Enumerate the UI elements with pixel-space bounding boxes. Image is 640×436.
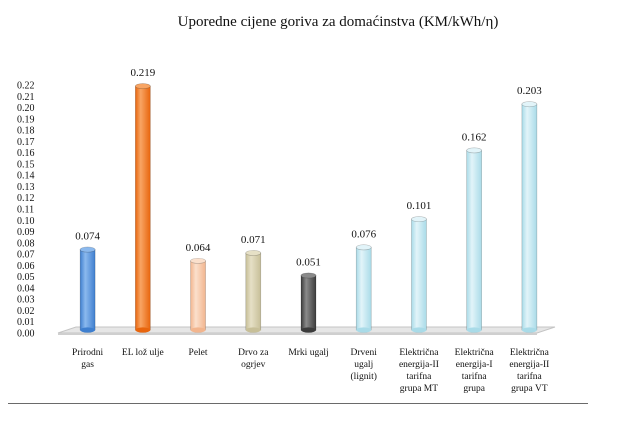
y-tick-label: 0.07 xyxy=(17,250,35,261)
bar xyxy=(355,244,372,333)
y-tick-label: 0.18 xyxy=(17,126,35,137)
bar-body xyxy=(135,85,151,331)
category-label: Prirodni gas xyxy=(72,348,104,370)
y-tick-label: 0.16 xyxy=(17,148,35,159)
y-tick-label: 0.06 xyxy=(17,261,35,272)
bottom-divider xyxy=(8,403,588,404)
category-label: Električna energija-II tarifna grupa MT xyxy=(399,348,439,394)
data-label: 0.064 xyxy=(186,242,211,254)
category-label: Električna energija-II tarifna grupa VT xyxy=(509,348,549,394)
y-tick-label: 0.02 xyxy=(17,306,35,317)
y-tick-label: 0.21 xyxy=(17,92,35,103)
bar xyxy=(466,147,482,333)
bar-base xyxy=(135,327,151,333)
data-label: 0.071 xyxy=(241,234,266,246)
bar xyxy=(521,101,538,333)
bar-cap xyxy=(521,101,538,108)
data-label: 0.101 xyxy=(407,200,432,212)
bar-body xyxy=(411,218,427,331)
bar-cap xyxy=(190,257,206,264)
data-label: 0.203 xyxy=(517,85,542,97)
y-tick-label: 0.04 xyxy=(17,283,35,294)
bar-base xyxy=(245,327,261,333)
bar-cap xyxy=(466,147,482,154)
bar-base xyxy=(466,327,482,333)
bar-body xyxy=(355,247,372,331)
bar-body xyxy=(190,260,206,331)
bar xyxy=(245,250,262,333)
bar-cap xyxy=(79,246,96,253)
data-label: 0.219 xyxy=(130,67,155,79)
category-label: Pelet xyxy=(189,348,208,358)
bar-base xyxy=(521,327,537,333)
y-tick-label: 0.13 xyxy=(17,182,35,193)
bar-body xyxy=(521,103,538,331)
data-label: 0.074 xyxy=(75,231,100,243)
bar-cap xyxy=(245,250,262,256)
y-tick-label: 0.20 xyxy=(17,103,35,114)
category-label: Drveni ugalj (lignit) xyxy=(351,348,378,382)
y-axis: 0.000.010.020.030.040.050.060.070.080.09… xyxy=(17,81,35,340)
y-tick-label: 0.14 xyxy=(17,171,35,182)
bar xyxy=(190,257,206,333)
bar-base xyxy=(80,327,96,333)
bar-body xyxy=(245,252,262,331)
bar-cap xyxy=(300,272,317,279)
bars xyxy=(79,83,538,333)
y-tick-label: 0.11 xyxy=(17,205,34,216)
data-label: 0.051 xyxy=(296,257,321,269)
chart-title: Uporedne cijene goriva za domaćinstva (K… xyxy=(178,14,499,30)
y-tick-label: 0.17 xyxy=(17,137,35,148)
y-tick-label: 0.05 xyxy=(17,272,35,283)
y-tick-label: 0.10 xyxy=(17,216,35,227)
y-tick-label: 0.09 xyxy=(17,227,35,238)
bar xyxy=(300,272,317,333)
y-tick-label: 0.08 xyxy=(17,238,35,249)
bar-body xyxy=(79,249,96,331)
bar xyxy=(135,83,151,333)
bar-base xyxy=(190,327,206,333)
bar-base xyxy=(356,327,372,333)
x-axis: Prirodni gas EL lož ulje Pelet Drvo za ogrjev… xyxy=(72,348,550,394)
y-tick-label: 0.12 xyxy=(17,193,35,204)
y-tick-label: 0.19 xyxy=(17,114,35,125)
bar-cap xyxy=(135,83,151,90)
data-label: 0.162 xyxy=(462,131,487,143)
y-tick-label: 0.03 xyxy=(17,295,35,306)
y-tick-label: 0.22 xyxy=(17,81,35,92)
y-tick-label: 0.00 xyxy=(17,329,35,340)
bar xyxy=(411,216,427,333)
bar-body xyxy=(466,150,482,331)
data-label: 0.076 xyxy=(351,228,376,240)
bar-cap xyxy=(355,244,372,251)
category-label: Drvo za ogrjev xyxy=(238,348,269,370)
data-labels: 0.074 0.219 0.064 0.071 0.051 0.076 0.101 0.162… xyxy=(75,67,542,268)
category-label: EL lož ulje xyxy=(122,348,164,358)
bar-cap xyxy=(411,216,427,223)
y-tick-label: 0.15 xyxy=(17,159,35,170)
category-label: Električna energija-I tarifna grupa xyxy=(455,348,495,394)
category-label: Mrki ugalj xyxy=(288,348,328,358)
bar-base xyxy=(301,327,316,333)
bar xyxy=(79,246,96,333)
bar-base xyxy=(411,327,427,333)
bar-body xyxy=(300,275,317,331)
y-tick-label: 0.01 xyxy=(17,317,35,328)
chart-floor-edge xyxy=(58,333,537,335)
